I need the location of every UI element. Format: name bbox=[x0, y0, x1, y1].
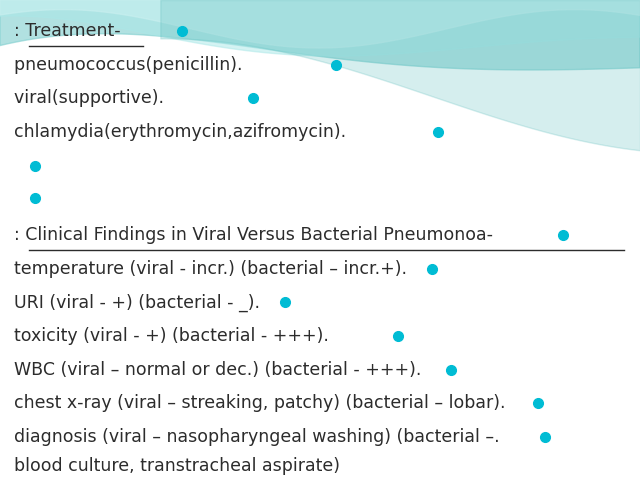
Text: WBC (viral – normal or dec.) (bacterial - +++).: WBC (viral – normal or dec.) (bacterial … bbox=[14, 360, 427, 379]
Text: chest x-ray (viral – streaking, patchy) (bacterial – lobar).: chest x-ray (viral – streaking, patchy) … bbox=[14, 394, 511, 412]
Text: : Treatment-: : Treatment- bbox=[14, 22, 126, 40]
Text: blood culture, transtracheal aspirate): blood culture, transtracheal aspirate) bbox=[14, 456, 340, 475]
Text: toxicity (viral - +) (bacterial - +++).: toxicity (viral - +) (bacterial - +++). bbox=[14, 327, 335, 345]
Text: viral(supportive).: viral(supportive). bbox=[14, 89, 170, 108]
Text: chlamydia(erythromycin,azifromycin).: chlamydia(erythromycin,azifromycin). bbox=[14, 123, 352, 141]
Text: : Clinical Findings in Viral Versus Bacterial Pneumonoa-: : Clinical Findings in Viral Versus Bact… bbox=[14, 226, 499, 244]
Text: pneumococcus(penicillin).: pneumococcus(penicillin). bbox=[14, 56, 248, 74]
Text: temperature (viral - incr.) (bacterial – incr.+).: temperature (viral - incr.) (bacterial –… bbox=[14, 260, 413, 278]
Text: URI (viral - +) (bacterial - _).: URI (viral - +) (bacterial - _). bbox=[14, 293, 266, 312]
Text: diagnosis (viral – nasopharyngeal washing) (bacterial –.: diagnosis (viral – nasopharyngeal washin… bbox=[14, 428, 505, 446]
